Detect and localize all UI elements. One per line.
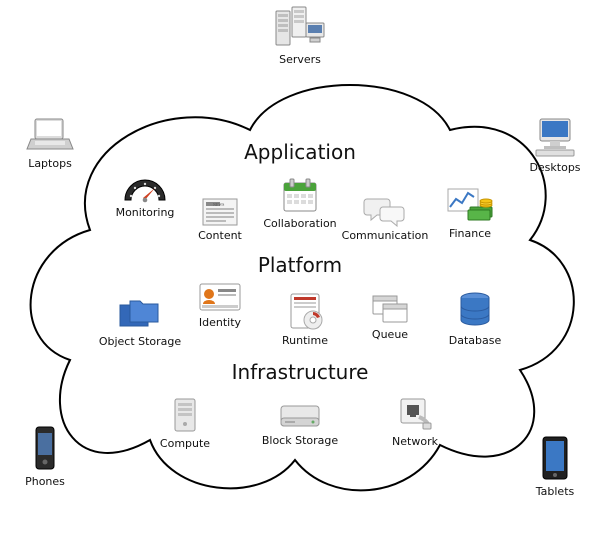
- runtime-icon: [283, 290, 327, 332]
- gauge-icon: [121, 170, 169, 204]
- item-finance: Finance: [425, 185, 515, 240]
- tablets-label: Tablets: [536, 485, 575, 498]
- tablet-icon: [535, 435, 575, 483]
- speech-bubbles-icon: [363, 195, 407, 227]
- content-label: Content: [198, 229, 242, 242]
- phone-icon: [28, 425, 62, 473]
- object-storage-label: Object Storage: [99, 335, 181, 348]
- queue-label: Queue: [372, 328, 408, 341]
- servers-icon: [272, 5, 328, 51]
- item-collaboration: Collaboration: [255, 175, 345, 230]
- finance-icon: [444, 185, 496, 225]
- item-desktops: Desktops: [510, 115, 600, 174]
- compute-label: Compute: [160, 437, 210, 450]
- section-title-platform: Platform: [200, 253, 400, 277]
- hard-drive-icon: [275, 400, 325, 432]
- item-phones: Phones: [0, 425, 90, 488]
- network-port-icon: [393, 395, 437, 433]
- desktops-label: Desktops: [529, 161, 580, 174]
- communication-label: Communication: [342, 229, 429, 242]
- section-title-infrastructure: Infrastructure: [200, 360, 400, 384]
- finance-label: Finance: [449, 227, 491, 240]
- laptops-label: Laptops: [28, 157, 72, 170]
- item-network: Network: [370, 395, 460, 448]
- item-compute: Compute: [140, 395, 230, 450]
- database-icon: [455, 290, 495, 332]
- item-laptops: Laptops: [5, 115, 95, 170]
- item-block-storage: Block Storage: [255, 400, 345, 447]
- desktop-icon: [530, 115, 580, 159]
- item-servers: Servers: [255, 5, 345, 66]
- monitoring-label: Monitoring: [116, 206, 175, 219]
- collaboration-label: Collaboration: [263, 217, 336, 230]
- diagram-stage: Application Platform Infrastructure Serv…: [0, 0, 600, 543]
- identity-label: Identity: [199, 316, 241, 329]
- item-database: Database: [430, 290, 520, 347]
- item-content: NEWS Content: [175, 195, 265, 242]
- section-title-application: Application: [200, 140, 400, 164]
- item-communication: Communication: [340, 195, 430, 242]
- item-queue: Queue: [345, 290, 435, 341]
- item-object-storage: Object Storage: [95, 295, 185, 348]
- item-tablets: Tablets: [510, 435, 600, 498]
- server-tower-icon: [169, 395, 201, 435]
- servers-label: Servers: [279, 53, 321, 66]
- phones-label: Phones: [25, 475, 65, 488]
- windows-icon: [367, 290, 413, 326]
- item-runtime: Runtime: [260, 290, 350, 347]
- newspaper-icon: NEWS: [199, 195, 241, 227]
- network-label: Network: [392, 435, 438, 448]
- folders-icon: [116, 295, 164, 333]
- svg-text:NEWS: NEWS: [213, 202, 224, 207]
- database-label: Database: [449, 334, 502, 347]
- laptop-icon: [25, 115, 75, 155]
- calendar-icon: [279, 175, 321, 215]
- runtime-label: Runtime: [282, 334, 328, 347]
- item-identity: Identity: [175, 280, 265, 329]
- id-card-icon: [196, 280, 244, 314]
- block-storage-label: Block Storage: [262, 434, 338, 447]
